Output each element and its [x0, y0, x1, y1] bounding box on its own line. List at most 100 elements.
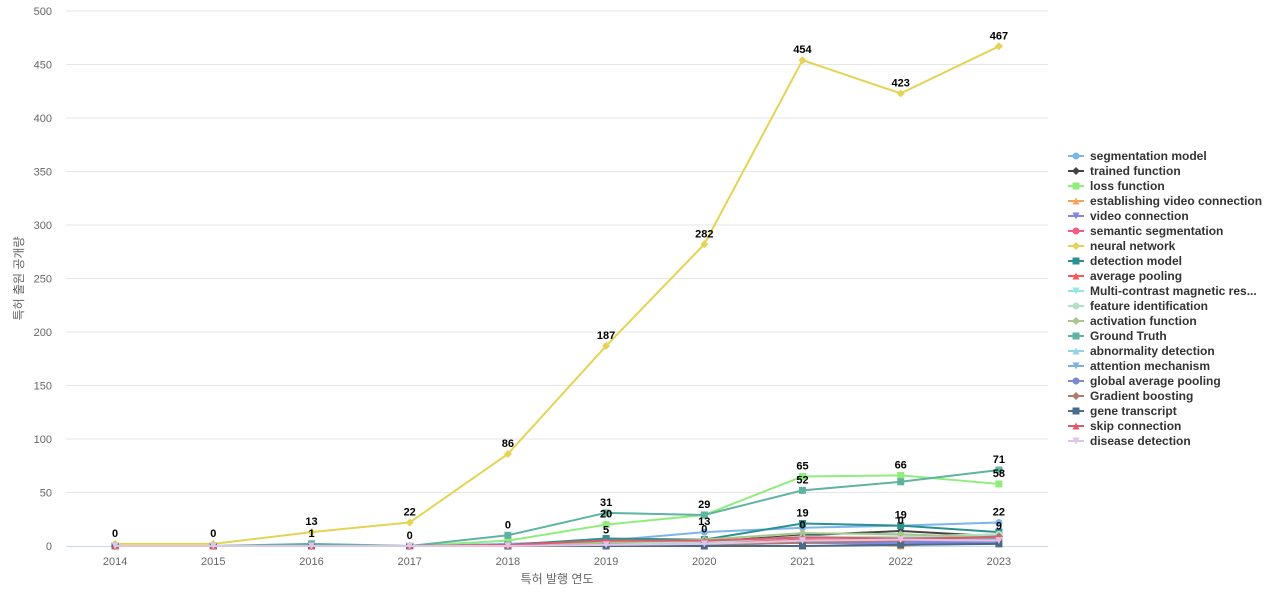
x-axis-ticks: 2014 2015 2016 2017 2018 2019 2020 2021 2022 2023 [103, 556, 1011, 568]
legend-item[interactable]: semantic segmentation [1068, 224, 1223, 238]
legend-item[interactable]: activation function [1068, 314, 1197, 328]
legend-label: global average pooling [1090, 374, 1221, 388]
legend-item[interactable]: feature identification [1068, 299, 1208, 313]
data-label: 0 [898, 515, 904, 527]
data-point [995, 480, 1003, 488]
data-label: 1 [308, 528, 314, 540]
data-label: 0 [505, 519, 511, 531]
data-point [503, 449, 512, 458]
legend-item[interactable]: Ground Truth [1068, 329, 1167, 343]
data-point [799, 486, 806, 494]
data-label: 19 [796, 508, 808, 520]
x-tick-label: 2014 [103, 556, 127, 568]
legend-label: segmentation model [1090, 149, 1207, 163]
legend-item[interactable]: trained function [1068, 164, 1181, 178]
y-tick-label: 100 [34, 434, 52, 446]
data-label: 0 [210, 528, 216, 540]
data-point [799, 542, 806, 550]
series-19 [111, 536, 1003, 550]
data-point [700, 528, 708, 536]
data-label: 454 [793, 44, 812, 56]
data-point [897, 478, 905, 486]
legend-label: average pooling [1090, 269, 1182, 283]
data-label: 58 [993, 468, 1005, 480]
legend-marker [1072, 242, 1080, 250]
y-tick-label: 400 [34, 113, 52, 125]
legend-marker [1072, 167, 1080, 175]
legend-label: skip connection [1090, 419, 1181, 433]
data-point [798, 529, 807, 538]
data-label: 5 [603, 525, 609, 537]
legend-label: semantic segmentation [1090, 224, 1223, 238]
legend-label: abnormality detection [1090, 344, 1215, 358]
y-tick-label: 0 [46, 541, 52, 553]
legend-item[interactable]: establishing video connection [1068, 194, 1262, 208]
data-label: 13 [698, 516, 710, 528]
legend-item[interactable]: attention mechanism [1068, 359, 1210, 373]
data-label: 467 [990, 30, 1008, 42]
legend-marker [1072, 287, 1080, 295]
data-point [504, 531, 512, 539]
legend-marker [1072, 422, 1080, 430]
data-point [700, 540, 708, 548]
data-point [602, 509, 610, 517]
series-line [115, 474, 999, 547]
legend-item[interactable]: abnormality detection [1068, 344, 1215, 358]
legend-marker [1072, 212, 1080, 220]
legend-item[interactable]: segmentation model [1068, 149, 1207, 163]
legend-marker [1072, 347, 1080, 355]
data-point [897, 536, 905, 544]
series-line [115, 45, 1000, 545]
x-tick-label: 2019 [594, 556, 618, 568]
data-point [602, 521, 610, 529]
legend-marker [1072, 302, 1080, 310]
data-point [897, 541, 905, 549]
legend-item[interactable]: skip connection [1068, 419, 1181, 433]
legend-item[interactable]: gene transcript [1068, 404, 1177, 418]
data-label: 31 [600, 497, 612, 509]
data-point [307, 528, 316, 537]
data-label: 0 [407, 530, 413, 542]
legend-item[interactable]: global average pooling [1068, 374, 1221, 388]
x-axis-title: 특허 발행 연도 [521, 571, 594, 586]
data-point [405, 518, 414, 527]
data-label: 66 [895, 459, 907, 471]
data-point [504, 542, 512, 550]
series-line [115, 469, 1000, 547]
legend-item[interactable]: neural network [1068, 239, 1176, 253]
legend-label: Gradient boosting [1090, 389, 1193, 403]
legend-item[interactable]: loss function [1068, 179, 1165, 193]
legend-item[interactable]: average pooling [1068, 269, 1182, 283]
data-point [209, 542, 217, 550]
legend-item[interactable]: Gradient boosting [1068, 389, 1193, 403]
legend-item[interactable]: Multi-contrast magnetic res... [1068, 284, 1257, 298]
legend-marker [1072, 437, 1080, 445]
data-label: 20 [600, 509, 612, 521]
y-tick-label: 350 [34, 167, 52, 179]
y-axis-ticks: 0 50 100 150 200 250 300 350 400 450 500 [34, 6, 52, 553]
data-label: 0 [701, 524, 707, 536]
legend-marker [1072, 407, 1080, 415]
series-line [115, 538, 999, 547]
legend-marker [1072, 392, 1080, 400]
data-point [602, 541, 610, 549]
y-axis-title: 특허 출원 공개량 [12, 237, 26, 321]
data-point [994, 42, 1003, 51]
legend-item[interactable]: detection model [1068, 254, 1182, 268]
legend-marker [1072, 182, 1080, 190]
legend-marker [1072, 377, 1080, 385]
legend-label: detection model [1090, 254, 1182, 268]
legend-item[interactable]: video connection [1068, 209, 1189, 223]
legend-marker [1072, 317, 1080, 325]
legend-marker [1072, 362, 1080, 370]
data-label: 86 [502, 438, 514, 450]
data-point [897, 522, 905, 530]
legend-label: establishing video connection [1090, 194, 1262, 208]
data-label: 282 [695, 228, 713, 240]
data-point [799, 537, 806, 545]
legend-label: neural network [1090, 239, 1176, 253]
data-label: 52 [796, 474, 808, 486]
legend-item[interactable]: disease detection [1068, 434, 1191, 448]
